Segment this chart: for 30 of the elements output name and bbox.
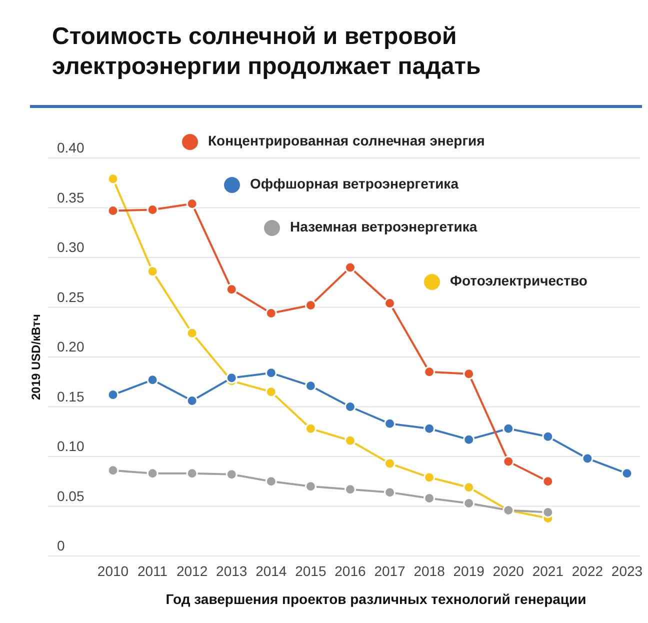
y-tick-label: 0.10: [57, 438, 84, 454]
x-tick-label: 2023: [611, 563, 643, 579]
y-axis-title: 2019 USD/кВтч: [29, 314, 43, 400]
x-tick-label: 2020: [492, 563, 524, 579]
y-tick-label: 0.35: [57, 189, 84, 206]
x-tick-label: 2021: [532, 563, 564, 579]
y-tick-label: 0.40: [57, 140, 84, 156]
x-axis-title: Год завершения проектов различных технологий генерации: [166, 591, 586, 607]
y-tick-label: 0.05: [57, 488, 84, 504]
x-tick-label: 2022: [572, 563, 604, 579]
legend-label: Концентрированная солнечная энергия: [208, 132, 485, 149]
x-tick-label: 2011: [137, 563, 168, 579]
x-tick-label: 2015: [295, 563, 326, 579]
legend-label: Оффшорная ветроэнергетика: [250, 176, 459, 192]
x-tick-label: 2019: [453, 563, 485, 579]
x-tick-label: 2012: [176, 563, 208, 579]
y-tick-label: 0.20: [57, 338, 84, 355]
y-tick-label: 0.25: [57, 288, 84, 305]
legend-label: Наземная ветроэнергетика: [290, 218, 478, 235]
x-tick-label: 2017: [374, 563, 406, 579]
x-tick-label: 2018: [414, 563, 446, 579]
x-tick-label: 2010: [97, 563, 129, 579]
y-tick-label: 0.15: [57, 388, 84, 404]
x-tick-label: 2014: [256, 563, 287, 579]
y-tick-label: 0.30: [57, 239, 84, 256]
legend-label: Фотоэлектричество: [450, 272, 588, 289]
x-tick-label: 2013: [216, 563, 248, 579]
y-tick-label: 0: [57, 538, 65, 554]
chart-title: Стоимость солнечной и ветровой электроэнергии продолжает падать: [52, 23, 481, 80]
x-tick-label: 2016: [334, 563, 366, 579]
